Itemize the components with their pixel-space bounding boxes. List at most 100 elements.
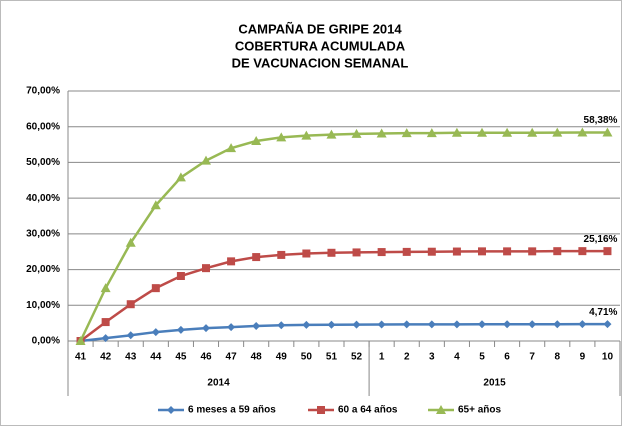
marker <box>427 247 436 256</box>
x-tick-label: 5 <box>479 352 485 363</box>
marker <box>402 320 411 329</box>
marker <box>276 132 287 142</box>
y-tick-label: 30,00% <box>26 228 60 239</box>
legend-marker <box>167 406 175 414</box>
marker <box>377 320 386 329</box>
x-tick-label: 8 <box>554 352 560 363</box>
marker <box>301 130 312 140</box>
x-tick-label: 10 <box>602 352 614 363</box>
legend-label: 65+ años <box>458 405 502 416</box>
x-tick-label: 7 <box>529 352 535 363</box>
marker <box>527 127 538 137</box>
x-tick-label: 2 <box>404 352 410 363</box>
legend-label: 6 meses a 59 años <box>188 405 276 416</box>
marker <box>553 320 562 329</box>
marker <box>151 328 160 337</box>
x-tick-label: 48 <box>251 352 263 363</box>
data-label: 58,38% <box>584 115 618 126</box>
marker <box>126 300 135 309</box>
marker <box>277 250 286 259</box>
series-line <box>80 322 608 343</box>
marker <box>227 323 236 332</box>
marker <box>502 127 513 137</box>
marker <box>377 248 386 257</box>
marker <box>352 320 361 329</box>
x-tick-label: 9 <box>580 352 586 363</box>
marker <box>151 284 160 293</box>
marker <box>603 320 612 329</box>
marker <box>528 247 537 256</box>
marker <box>126 331 135 340</box>
y-tick-label: 40,00% <box>26 193 60 204</box>
marker <box>101 318 110 327</box>
marker <box>201 155 211 165</box>
marker <box>327 320 336 329</box>
marker <box>528 320 537 329</box>
x-tick-label: 49 <box>276 352 288 363</box>
marker <box>402 247 411 256</box>
series-line <box>79 249 608 342</box>
marker <box>553 247 562 256</box>
marker <box>452 247 461 256</box>
marker <box>251 136 262 145</box>
x-tick-label: 46 <box>200 352 212 363</box>
marker <box>503 320 512 329</box>
marker <box>277 321 286 330</box>
data-label: 4,71% <box>589 307 617 318</box>
marker <box>150 200 161 210</box>
x-tick-label: 51 <box>326 352 338 363</box>
x-tick-label: 6 <box>504 352 510 363</box>
marker <box>552 127 563 137</box>
x-tick-label: 45 <box>175 352 187 363</box>
marker <box>352 248 361 257</box>
marker <box>426 128 437 138</box>
x-tick-label: 41 <box>75 352 87 363</box>
x-tick-label: 42 <box>100 352 112 363</box>
group-label: 2015 <box>483 378 506 389</box>
data-label: 25,16% <box>584 234 618 245</box>
legend-marker <box>317 406 325 414</box>
y-tick-label: 10,00% <box>26 300 60 311</box>
marker <box>100 283 111 293</box>
marker <box>101 334 110 343</box>
marker <box>578 320 587 329</box>
x-tick-label: 52 <box>351 352 363 363</box>
x-tick-label: 50 <box>301 352 313 363</box>
marker <box>602 127 613 137</box>
marker <box>451 127 462 137</box>
x-tick-label: 3 <box>429 352 435 363</box>
marker <box>578 247 587 256</box>
group-label: 2014 <box>207 378 230 389</box>
marker <box>175 172 186 182</box>
y-tick-label: 20,00% <box>26 264 60 275</box>
marker <box>327 248 336 257</box>
x-tick-label: 1 <box>379 352 385 363</box>
chart-title: CAMPAÑA DE GRIPE 2014 <box>238 21 402 36</box>
marker <box>176 272 185 280</box>
chart-title: COBERTURA ACUMULADA <box>235 38 406 53</box>
x-tick-label: 4 <box>454 352 460 363</box>
chart-title: DE VACUNACION SEMANAL <box>232 55 409 70</box>
marker <box>125 237 136 247</box>
marker <box>376 128 387 138</box>
marker <box>302 320 311 329</box>
y-tick-label: 50,00% <box>26 157 60 168</box>
marker <box>477 127 487 137</box>
marker <box>227 257 236 266</box>
marker <box>226 143 237 153</box>
y-tick-label: 0,00% <box>32 336 60 347</box>
marker <box>176 325 185 334</box>
marker <box>326 129 337 139</box>
legend-label: 60 a 64 años <box>338 405 398 416</box>
x-tick-label: 44 <box>150 352 162 363</box>
marker <box>252 322 261 330</box>
marker <box>427 320 436 329</box>
marker <box>577 127 588 137</box>
marker <box>503 247 512 256</box>
x-tick-label: 47 <box>226 352 238 363</box>
marker <box>202 324 210 333</box>
series-line <box>79 131 608 342</box>
marker <box>603 247 612 256</box>
marker <box>452 320 461 329</box>
